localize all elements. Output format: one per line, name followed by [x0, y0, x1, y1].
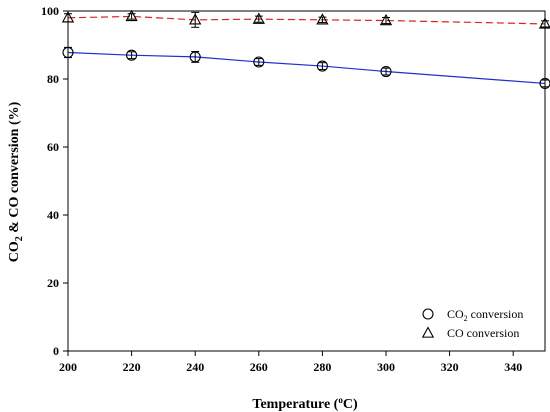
y-axis-title: CO2 & CO conversion (%): [7, 101, 25, 262]
circle-marker: [539, 77, 550, 89]
x-tick-label: 260: [250, 360, 268, 374]
co2-data-point: [62, 46, 74, 59]
circle-marker: [62, 46, 74, 59]
y-tick-label: 60: [47, 140, 59, 154]
circle-marker: [126, 49, 138, 61]
co2-series-line: [67, 51, 546, 85]
x-axis-title: Temperature (oC): [252, 395, 358, 412]
legend-item-co2: CO2 conversion: [422, 307, 523, 323]
plot-border: [67, 10, 546, 352]
legend-label: CO conversion: [447, 326, 519, 340]
x-tick-label: 240: [186, 360, 204, 374]
triangle-marker: [379, 13, 393, 26]
triangle-marker: [316, 13, 329, 25]
x-tick-label: 340: [504, 360, 522, 374]
triangle-marker: [252, 12, 265, 24]
y-tick-label: 40: [47, 208, 59, 222]
x-axis-ticks: 200 220 240 260 280 300 320 340: [59, 351, 522, 374]
plot-frame: [67, 10, 546, 352]
triangle-marker: [538, 17, 550, 29]
co2-data-point: [253, 56, 265, 68]
triangle-marker: [189, 13, 202, 25]
co-data-point: [189, 11, 202, 28]
circle-marker: [316, 60, 328, 72]
co-data-point: [316, 13, 329, 25]
x-tick-label: 200: [59, 360, 77, 374]
x-tick-label: 300: [377, 360, 395, 374]
circle-marker: [380, 65, 392, 78]
co2-data-point: [539, 77, 550, 89]
co2-data-point: [126, 49, 138, 61]
co2-data-point: [380, 65, 392, 78]
co2-data-point: [316, 60, 328, 72]
legend: CO2 conversion CO conversion: [421, 307, 523, 340]
legend-item-co: CO conversion: [421, 326, 519, 340]
co-data-point: [538, 17, 550, 29]
series-lines: [67, 15, 546, 85]
y-tick-label: 100: [41, 4, 59, 18]
co-data-point: [252, 12, 265, 24]
legend-circle-marker: [422, 308, 434, 320]
co-data-point: [61, 11, 75, 23]
co-data-point: [125, 9, 138, 22]
y-tick-label: 0: [53, 344, 59, 358]
co2-data-point: [189, 50, 201, 63]
series-points: [61, 9, 550, 89]
x-tick-label: 280: [313, 360, 331, 374]
circle-marker: [253, 56, 265, 68]
co-data-point: [379, 13, 393, 26]
x-tick-label: 320: [441, 360, 459, 374]
y-tick-label: 20: [47, 276, 59, 290]
triangle-marker: [61, 11, 75, 23]
y-axis-ticks: 0 20 40 60 80 100: [41, 4, 68, 358]
x-tick-label: 220: [123, 360, 141, 374]
triangle-marker: [125, 9, 138, 22]
legend-label: CO2 conversion: [447, 307, 523, 323]
legend-triangle-marker: [421, 326, 435, 338]
circle-marker: [189, 51, 201, 63]
co-series-line: [67, 15, 546, 25]
y-tick-label: 80: [47, 72, 59, 86]
